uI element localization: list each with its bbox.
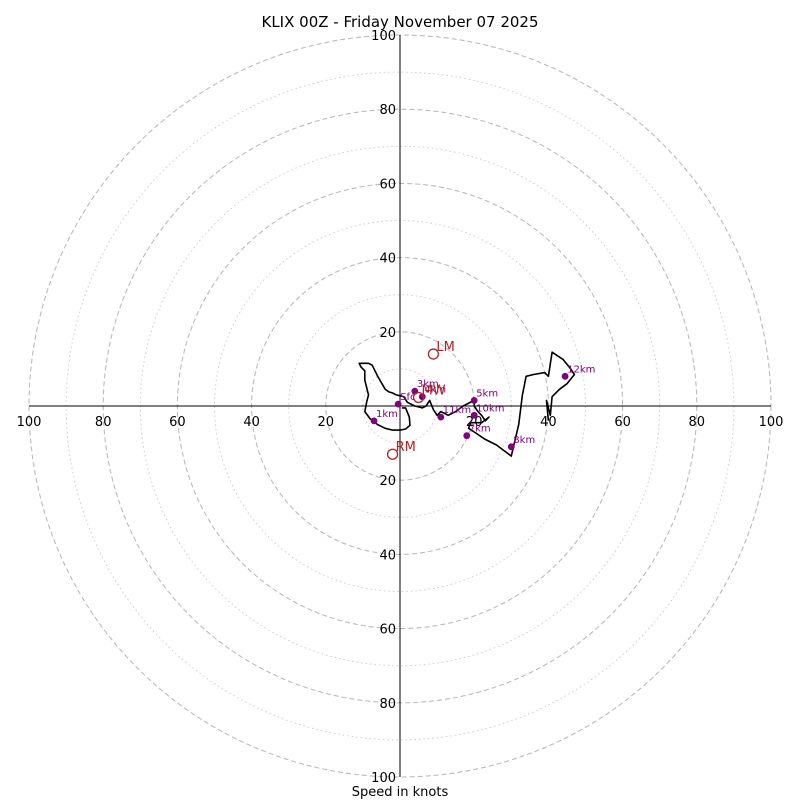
chart-title: KLIX 00Z - Friday November 07 2025 [261, 13, 538, 31]
tick-label: 20 [318, 415, 335, 430]
storm-motion-label: MW [422, 383, 446, 398]
hodograph-trace [358, 351, 576, 457]
tick-label: 100 [759, 415, 784, 430]
height-marker-label: 12km [567, 364, 595, 375]
tick-label: 20 [379, 474, 396, 489]
height-marker-dot [561, 372, 569, 380]
tick-label: 100 [371, 771, 396, 786]
tick-label: 80 [95, 415, 112, 430]
height-marker-dot [507, 443, 515, 451]
height-marker-dot [394, 400, 402, 408]
tick-label: 80 [379, 697, 396, 712]
height-marker-label: 8km [513, 435, 535, 446]
height-marker-dot [370, 417, 378, 425]
height-marker-label: 4km [424, 385, 446, 396]
tick-label: 60 [379, 177, 396, 192]
storm-motion-circle [427, 348, 440, 360]
height-marker-dot [470, 411, 478, 419]
tick-label: 40 [379, 252, 396, 267]
tick-label: 100 [371, 29, 396, 44]
height-marker-label: 11km [443, 405, 471, 416]
tick-label: 80 [689, 415, 706, 430]
storm-motion-circle [412, 391, 425, 404]
tick-label: 80 [379, 103, 396, 118]
storm-motion-circle [386, 448, 399, 460]
tick-label: 20 [379, 326, 396, 341]
tick-label: 60 [614, 415, 631, 430]
tick-labels: 2020202040404040606060608080808010010010… [17, 29, 784, 786]
tick-label: 40 [379, 548, 396, 563]
storm-motion-label: LM [436, 340, 454, 355]
height-marker-label: 10km [476, 403, 504, 414]
tick-label: 40 [243, 415, 260, 430]
height-marker-dot [470, 397, 478, 404]
tick-label: 60 [169, 415, 186, 430]
tick-label: 60 [379, 623, 396, 638]
tick-label: 100 [17, 415, 42, 430]
height-marker-label: 3km [417, 379, 439, 390]
x-axis-label: Speed in knots [352, 785, 449, 800]
height-marker-dot [437, 413, 445, 421]
height-marker-label: Sfc [400, 392, 415, 403]
tick-label: 40 [540, 415, 557, 430]
height-marker-dot [463, 432, 471, 440]
height-marker-label: 7km [469, 424, 491, 435]
height-marker-label: 1km [376, 409, 398, 420]
storm-motion-label: RM [396, 440, 416, 455]
storm-motion-markers: LM MW RM [386, 340, 455, 460]
height-marker-label: 5km [476, 388, 498, 399]
